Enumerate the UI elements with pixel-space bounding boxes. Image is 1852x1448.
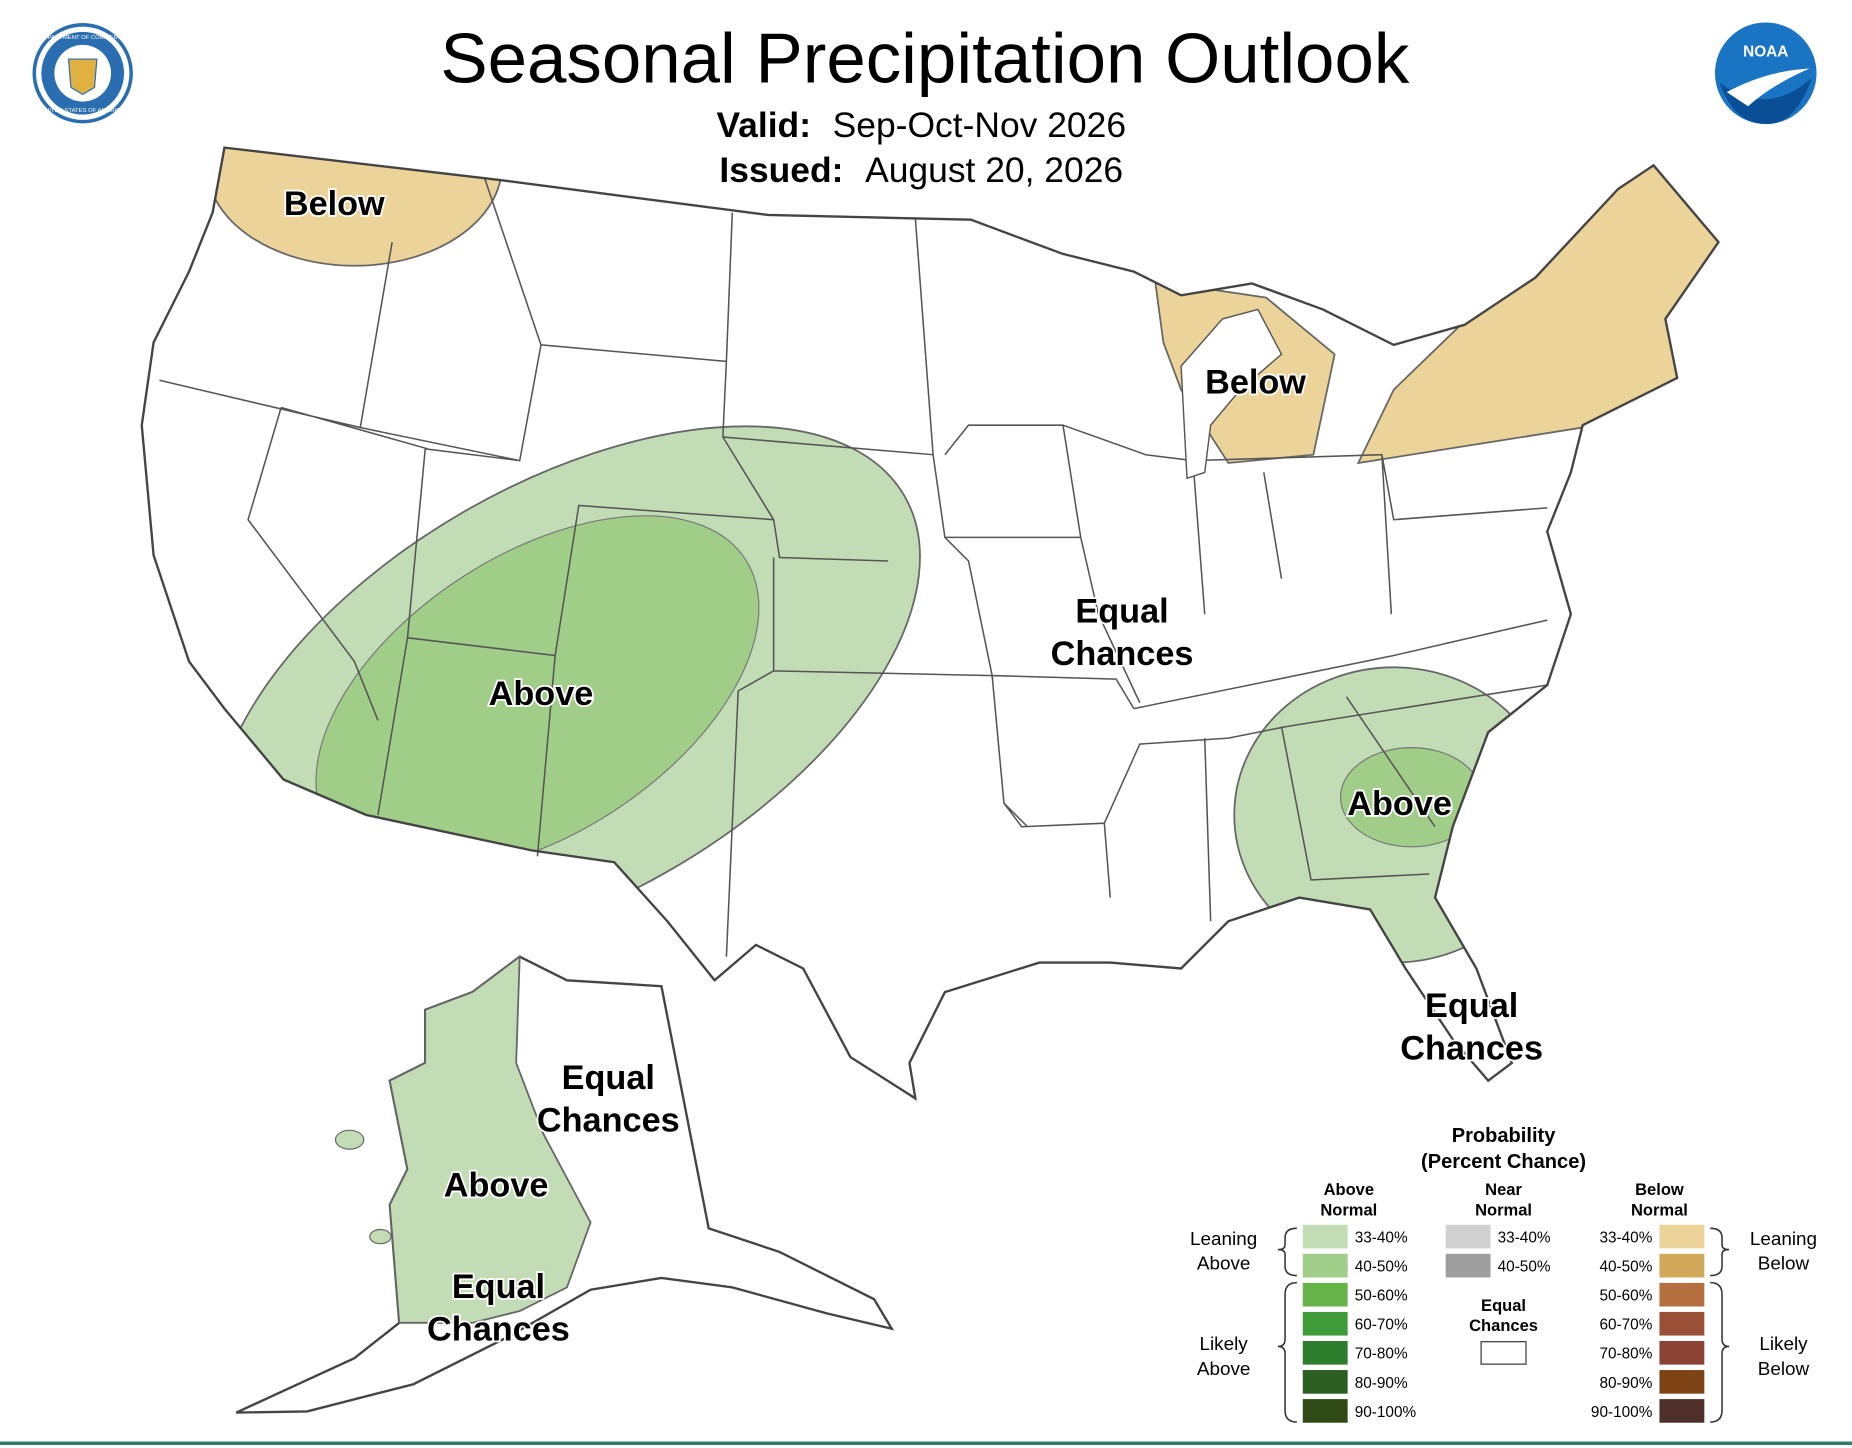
valid-line: Valid: Sep-Oct-Nov 2026 (717, 105, 1127, 145)
legend-item-label: 70-80% (1599, 1346, 1652, 1363)
legend-swatch (1480, 1341, 1527, 1365)
legend-item-label: 70-80% (1355, 1346, 1408, 1363)
region-label: Above (444, 1166, 549, 1204)
region-label: Equal (1075, 592, 1168, 630)
above-area (334, 1129, 365, 1150)
legend-item-label: 33-40% (1498, 1229, 1551, 1246)
region-label: Chances (1051, 635, 1194, 673)
seal-text: UNITED STATES OF AMERICA (41, 108, 125, 114)
valid-label: Valid: (717, 105, 811, 145)
noaa-text: NOAA (1743, 44, 1788, 61)
us-outline (140, 146, 1720, 1101)
legend-column-header: Normal (1631, 1200, 1688, 1219)
legend-item-label: 80-90% (1355, 1375, 1408, 1392)
legend-item-label: 60-70% (1355, 1317, 1408, 1334)
legend-column-header: Normal (1475, 1200, 1532, 1219)
noaa-logo: NOAA (1714, 22, 1817, 125)
legend-title: (Percent Chance) (1421, 1151, 1586, 1173)
legend-swatch (1659, 1340, 1705, 1365)
legend-group-label: Above (1197, 1359, 1251, 1380)
seal-text: DEPARTMENT OF COMMERCE (40, 35, 126, 41)
legend-swatch (1302, 1224, 1348, 1249)
map-labels: BelowBelowAboveEqualChancesAboveEqualCha… (282, 183, 1545, 1350)
legend-item-label: 90-100% (1591, 1404, 1653, 1421)
legend-swatch (1659, 1224, 1705, 1249)
region-label: Above (489, 675, 594, 713)
legend-item-label: 50-60% (1599, 1288, 1652, 1305)
legend-brackets (1277, 1227, 1730, 1423)
region-label: Equal (452, 1268, 545, 1306)
legend-swatch (1302, 1370, 1348, 1394)
legend-swatch (1659, 1370, 1705, 1394)
issued-label: Issued: (719, 150, 843, 190)
region-label: Below (284, 185, 385, 223)
legend-equal-chances: Equal (1481, 1296, 1526, 1315)
alaska (235, 954, 895, 1414)
legend-swatch (1302, 1340, 1348, 1365)
legend-item-label: 80-90% (1599, 1375, 1652, 1392)
legend-group-label: Likely (1199, 1334, 1248, 1355)
legend-swatch (1302, 1399, 1348, 1423)
lake-michigan (1180, 308, 1283, 480)
region-label: Equal (562, 1059, 655, 1097)
legend-column-header: Below (1635, 1180, 1684, 1199)
above-area (369, 1228, 392, 1245)
legend-swatch (1659, 1311, 1705, 1336)
region-label: Equal (1425, 987, 1518, 1025)
legend: Probability(Percent Chance)AboveNormal33… (1190, 1125, 1817, 1423)
legend-equal-chances: Chances (1469, 1316, 1538, 1335)
legend-item-label: 40-50% (1599, 1259, 1652, 1276)
legend-title: Probability (1452, 1125, 1557, 1147)
valid-value: Sep-Oct-Nov 2026 (833, 105, 1126, 145)
title: Seasonal Precipitation Outlook (440, 20, 1410, 99)
region-label: Above (1347, 785, 1452, 823)
legend-swatch (1659, 1399, 1705, 1423)
legend-swatch (1302, 1253, 1348, 1278)
legend-item-label: 40-50% (1355, 1259, 1408, 1276)
legend-swatch (1445, 1224, 1491, 1249)
region-label: Chances (427, 1311, 570, 1349)
legend-item-label: 33-40% (1355, 1229, 1408, 1246)
legend-item-label: 33-40% (1599, 1229, 1652, 1246)
issued-line: Issued: August 20, 2026 (719, 150, 1123, 190)
legend-swatch (1302, 1282, 1348, 1307)
above-area (388, 954, 592, 1324)
legend-swatch (1659, 1282, 1705, 1307)
legend-group-label: Likely (1759, 1334, 1808, 1355)
legend-column-header: Above (1324, 1180, 1374, 1199)
region-label: Chances (537, 1101, 680, 1139)
legend-column-header: Normal (1320, 1200, 1377, 1219)
seal: DEPARTMENT OF COMMERCE UNITED STATES OF … (32, 23, 133, 124)
legend-item-label: 40-50% (1498, 1259, 1551, 1276)
legend-group-label: Above (1197, 1254, 1251, 1275)
legend-group-label: Below (1758, 1359, 1810, 1380)
legend-column-header: Near (1485, 1180, 1522, 1199)
region-label: Chances (1400, 1029, 1543, 1067)
legend-item-label: 60-70% (1599, 1317, 1652, 1334)
legend-swatch (1302, 1311, 1348, 1336)
issued-value: August 20, 2026 (865, 150, 1123, 190)
region-label: Below (1205, 363, 1306, 401)
legend-group-label: Below (1758, 1254, 1810, 1275)
legend-group-label: Leaning (1190, 1229, 1257, 1250)
legend-swatch (1659, 1253, 1705, 1278)
legend-item-label: 90-100% (1355, 1404, 1417, 1421)
legend-group-label: Leaning (1750, 1229, 1817, 1250)
legend-swatch (1445, 1253, 1491, 1278)
legend-item-label: 50-60% (1355, 1288, 1408, 1305)
